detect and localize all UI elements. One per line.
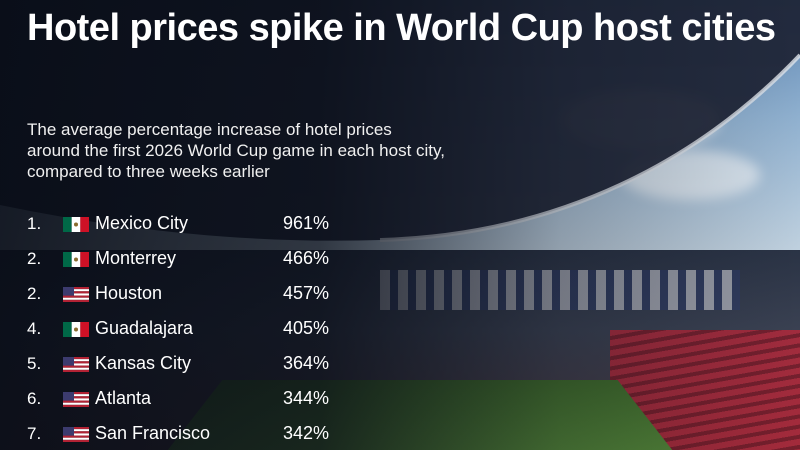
chart-title: Hotel prices spike in World Cup host cit… — [27, 7, 776, 49]
city-name: San Francisco — [95, 423, 211, 443]
rank-number: 2. — [27, 284, 42, 303]
usa-flag-icon — [63, 427, 89, 442]
city-name: Monterrey — [95, 248, 177, 268]
percent-increase: 961% — [283, 213, 330, 233]
city-name: Atlanta — [95, 388, 152, 408]
ranking-row: 2. Houston 457% — [0, 276, 360, 311]
ranking-row: 4. Guadalajara 405% — [0, 311, 360, 346]
ranking-row: 6. Atlanta 344% — [0, 381, 360, 416]
rank-number: 1. — [27, 214, 42, 233]
city-name: Mexico City — [95, 213, 189, 233]
usa-flag-icon — [63, 357, 89, 372]
ranking-row: 5. Kansas City 364% — [0, 346, 360, 381]
mexico-flag-icon — [63, 322, 89, 337]
rank-number: 7. — [27, 424, 42, 443]
percent-increase: 405% — [283, 318, 330, 338]
rank-number: 2. — [27, 249, 42, 268]
chart-subtitle: The average percentage increase of hotel… — [27, 120, 445, 181]
city-name: Houston — [95, 283, 163, 303]
city-name: Kansas City — [95, 353, 192, 373]
percent-increase: 466% — [283, 248, 330, 268]
ranking-row: 1. Mexico City 961% — [0, 206, 360, 241]
percent-increase: 344% — [283, 388, 330, 408]
rank-number: 6. — [27, 389, 42, 408]
percent-increase: 457% — [283, 283, 330, 303]
mexico-flag-icon — [63, 252, 89, 267]
city-name: Guadalajara — [95, 318, 194, 338]
usa-flag-icon — [63, 287, 89, 302]
ranking-row: 7. San Francisco 342% — [0, 416, 360, 450]
percent-increase: 364% — [283, 353, 330, 373]
percent-increase: 342% — [283, 423, 330, 443]
ranking-row: 2. Monterrey 466% — [0, 241, 360, 276]
rank-number: 5. — [27, 354, 42, 373]
usa-flag-icon — [63, 392, 89, 407]
mexico-flag-icon — [63, 217, 89, 232]
rank-number: 4. — [27, 319, 42, 338]
